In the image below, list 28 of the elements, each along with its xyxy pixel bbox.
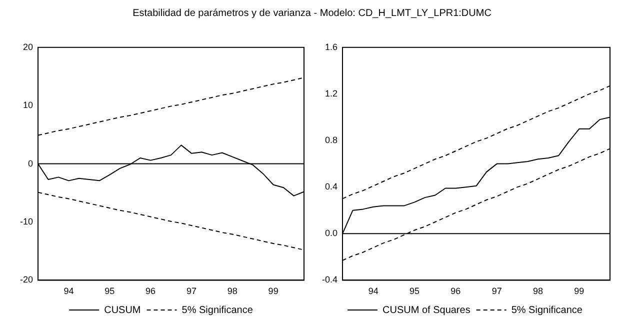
- legend-label: CUSUM: [104, 304, 141, 316]
- x-tick-label: 97: [186, 286, 196, 296]
- x-tick-label: 96: [146, 286, 156, 296]
- x-tick-label: 95: [104, 286, 115, 296]
- y-tick-label: 0: [28, 158, 34, 168]
- y-tick-label: -20: [20, 274, 34, 285]
- y-tick-label: 0.0: [324, 228, 338, 238]
- x-tick-label: 98: [227, 286, 238, 296]
- y-tick-label: 10: [22, 100, 34, 110]
- x-tick-label: 99: [268, 286, 278, 296]
- x-tick-label: 94: [368, 286, 378, 296]
- x-tick-label: 99: [574, 286, 584, 296]
- legend-label: 5% Significance: [182, 304, 254, 316]
- x-tick-label: 97: [492, 286, 502, 296]
- x-tick-label: 94: [64, 286, 74, 296]
- y-tick-label: -0.4: [322, 274, 338, 285]
- legend-label: 5% Significance: [511, 304, 583, 316]
- y-tick-label: 20: [22, 42, 34, 52]
- legend-label: CUSUM of Squares: [382, 304, 470, 316]
- y-tick-label: 0.4: [324, 182, 338, 192]
- x-tick-label: 96: [450, 286, 461, 296]
- x-tick-label: 98: [532, 286, 543, 296]
- chart-title: Estabilidad de parámetros y de varianza - Modelo: CD_H_LMT_LY_LPR1:DUMC: [132, 8, 492, 19]
- x-tick-label: 95: [410, 286, 420, 296]
- y-tick-label: 1.2: [324, 88, 338, 98]
- y-tick-label: 1.6: [324, 42, 338, 52]
- y-tick-label: 0.8: [324, 135, 338, 146]
- y-tick-label: -10: [20, 216, 34, 226]
